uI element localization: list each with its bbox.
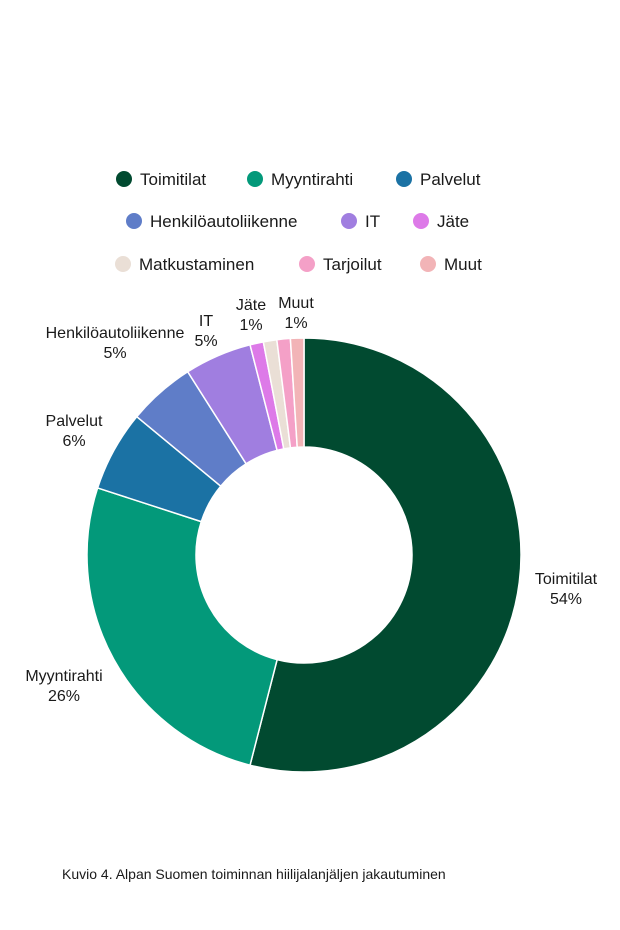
legend-label-henkiloautoliikenne: Henkilöautoliikenne — [150, 212, 297, 231]
legend-marker-matkustaminen — [115, 256, 131, 272]
slice-label-value-muut: 1% — [284, 315, 307, 332]
slice-label-value-jate: 1% — [239, 317, 262, 334]
legend-marker-myyntirahti — [247, 171, 263, 187]
slice-label-name-toimitilat: Toimitilat — [535, 571, 598, 588]
legend-label-jate: Jäte — [437, 212, 469, 231]
legend-marker-tarjoilut — [299, 256, 315, 272]
donut-slices — [86, 337, 522, 773]
legend-marker-palvelut — [396, 171, 412, 187]
slice-toimitilat — [249, 337, 522, 773]
slice-myyntirahti — [86, 486, 279, 767]
slice-label-name-myyntirahti: Myyntirahti — [25, 668, 102, 685]
legend-label-palvelut: Palvelut — [420, 170, 481, 189]
legend-label-muut: Muut — [444, 255, 482, 274]
slice-label-value-toimitilat: 54% — [550, 591, 582, 608]
slice-label-name-it: IT — [199, 313, 213, 330]
slice-label-value-palvelut: 6% — [62, 433, 85, 450]
legend-marker-henkiloautoliikenne — [126, 213, 142, 229]
slice-label-value-it: 5% — [194, 333, 217, 350]
slice-label-value-henkiloautoliikenne: 5% — [103, 345, 126, 362]
slice-label-value-myyntirahti: 26% — [48, 688, 80, 705]
slice-labels: Toimitilat 54% Myyntirahti 26% Palvelut 6% Hen… — [25, 295, 597, 705]
legend-label-it: IT — [365, 212, 380, 231]
legend-label-tarjoilut: Tarjoilut — [323, 255, 382, 274]
legend-label-myyntirahti: Myyntirahti — [271, 170, 353, 189]
figure-caption: Kuvio 4. Alpan Suomen toiminnan hiilijal… — [62, 866, 446, 882]
legend-marker-jate — [413, 213, 429, 229]
chart-legend: Toimitilat Myyntirahti Palvelut Henkilöauto… — [115, 170, 482, 274]
slice-muut — [289, 337, 305, 449]
legend-marker-muut — [420, 256, 436, 272]
legend-marker-it — [341, 213, 357, 229]
legend-marker-toimitilat — [116, 171, 132, 187]
slice-label-name-jate: Jäte — [236, 297, 266, 314]
legend-label-toimitilat: Toimitilat — [140, 170, 206, 189]
slice-label-name-henkiloautoliikenne: Henkilöautoliikenne — [46, 325, 185, 342]
slice-label-name-muut: Muut — [278, 295, 314, 312]
legend-label-matkustaminen: Matkustaminen — [139, 255, 254, 274]
slice-label-name-palvelut: Palvelut — [46, 413, 103, 430]
